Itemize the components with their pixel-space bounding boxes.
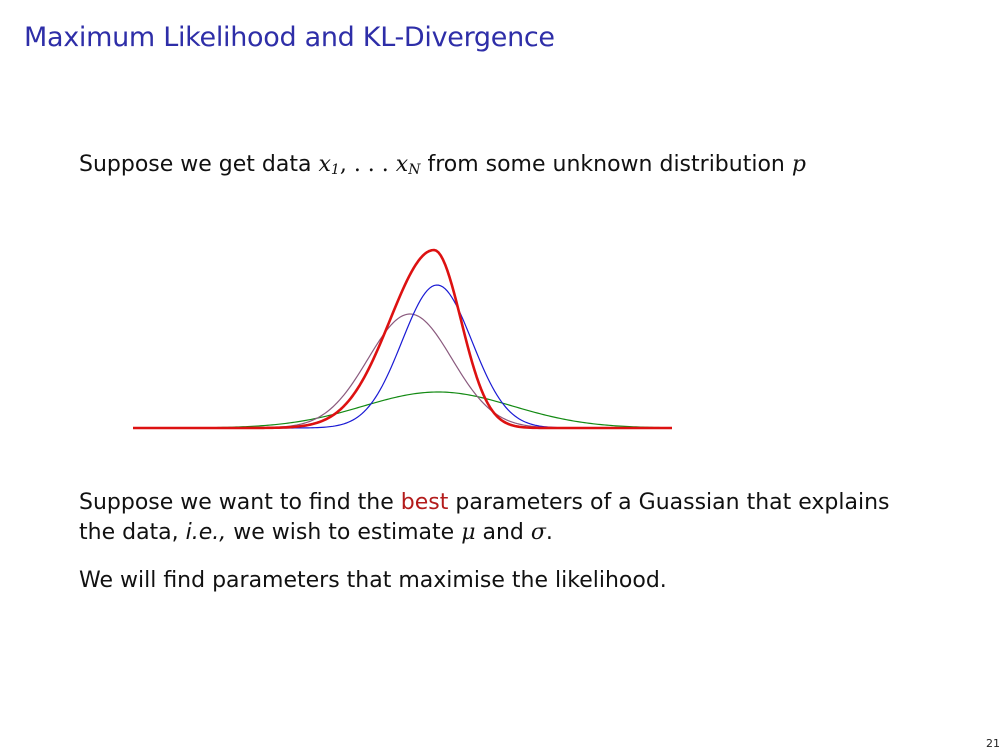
math-mu: μ [461, 520, 476, 545]
curve-narrow-gaussian [133, 284, 672, 429]
paragraph-data-intro: Suppose we get data x1, . . . xN from so… [79, 150, 806, 185]
curve-data-distribution [133, 248, 672, 430]
math-sigma: σ [530, 520, 546, 545]
intro-text: Suppose we get data [79, 152, 319, 177]
slide-title: Maximum Likelihood and KL-Divergence [24, 22, 555, 53]
paragraph-best-params-line2: the data, i.e., we wish to estimate μ an… [79, 520, 553, 545]
curve-wide-gaussian [133, 391, 673, 429]
paragraph-best-params: Suppose we want to find the best paramet… [79, 488, 890, 548]
math-p: p [791, 152, 806, 177]
paragraph-best-params-line1: Suppose we want to find the best paramet… [79, 490, 890, 515]
page-number: 21 [986, 737, 1000, 750]
ie-italic: i.e., [185, 520, 227, 545]
paragraph-max-likelihood: We will find parameters that maximise th… [79, 568, 667, 593]
curve-shifted-gaussian [133, 313, 672, 429]
intro-middle-text: from some unknown distribution [420, 152, 792, 177]
math-x1: x1, . . . xN [318, 152, 421, 178]
best-highlight: best [400, 490, 449, 515]
